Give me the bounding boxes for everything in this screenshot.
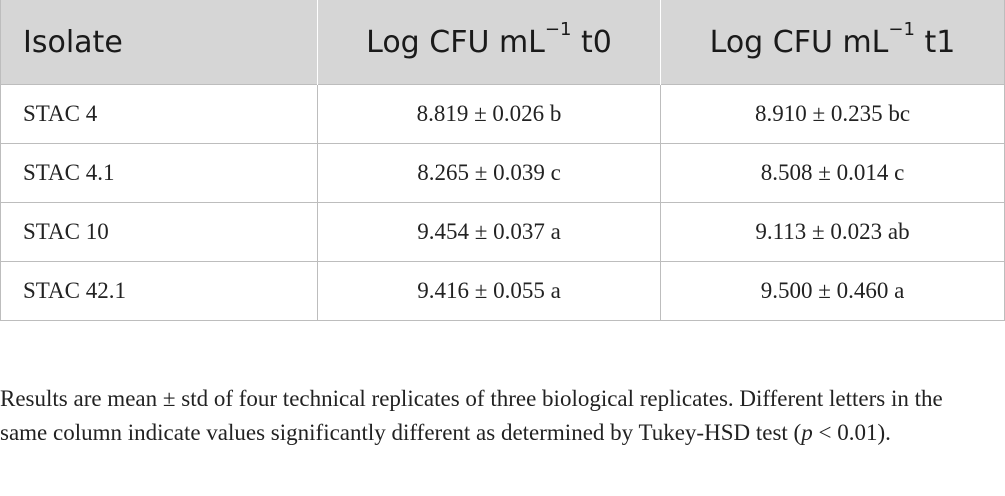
header-t0-exponent: −1: [544, 18, 572, 40]
results-table-container: Isolate Log CFU mL−1 t0 Log CFU mL−1 t1 …: [0, 0, 1005, 321]
cell-t0: 9.416 ± 0.055 a: [317, 261, 661, 321]
cell-t1: 9.500 ± 0.460 a: [660, 261, 1005, 321]
header-t1-label: Log CFU mL: [709, 24, 889, 60]
header-log-cfu-t0: Log CFU mL−1 t0: [317, 0, 661, 85]
table-footnote: Results are mean ± std of four technical…: [0, 382, 990, 450]
cell-t0: 9.454 ± 0.037 a: [317, 202, 661, 262]
footnote-p-symbol: p: [801, 420, 813, 445]
footnote-threshold: < 0.01).: [812, 420, 891, 445]
header-isolate: Isolate: [0, 0, 318, 85]
cell-t1: 8.910 ± 0.235 bc: [660, 84, 1005, 144]
header-isolate-label: Isolate: [23, 24, 123, 60]
cell-isolate: STAC 10: [0, 202, 318, 262]
header-t1-exponent: −1: [888, 18, 915, 40]
table-row: STAC 4.1 8.265 ± 0.039 c 8.508 ± 0.014 c: [0, 143, 1005, 203]
table-row: STAC 42.1 9.416 ± 0.055 a 9.500 ± 0.460 …: [0, 261, 1005, 321]
cell-isolate: STAC 4.1: [0, 143, 318, 203]
results-table: Isolate Log CFU mL−1 t0 Log CFU mL−1 t1 …: [0, 0, 1005, 321]
table-header-row: Isolate Log CFU mL−1 t0 Log CFU mL−1 t1: [0, 0, 1005, 85]
cell-t0: 8.265 ± 0.039 c: [317, 143, 661, 203]
cell-t1: 9.113 ± 0.023 ab: [660, 202, 1005, 262]
table-row: STAC 4 8.819 ± 0.026 b 8.910 ± 0.235 bc: [0, 84, 1005, 144]
header-t0-label: Log CFU mL: [366, 24, 545, 60]
cell-isolate: STAC 42.1: [0, 261, 318, 321]
cell-t0: 8.819 ± 0.026 b: [317, 84, 661, 144]
table-row: STAC 10 9.454 ± 0.037 a 9.113 ± 0.023 ab: [0, 202, 1005, 262]
header-t0-suffix: t0: [571, 24, 612, 60]
cell-isolate: STAC 4: [0, 84, 318, 144]
footnote-text: Results are mean ± std of four technical…: [0, 386, 943, 445]
header-t1-suffix: t1: [914, 24, 956, 60]
cell-t1: 8.508 ± 0.014 c: [660, 143, 1005, 203]
header-log-cfu-t1: Log CFU mL−1 t1: [660, 0, 1005, 85]
